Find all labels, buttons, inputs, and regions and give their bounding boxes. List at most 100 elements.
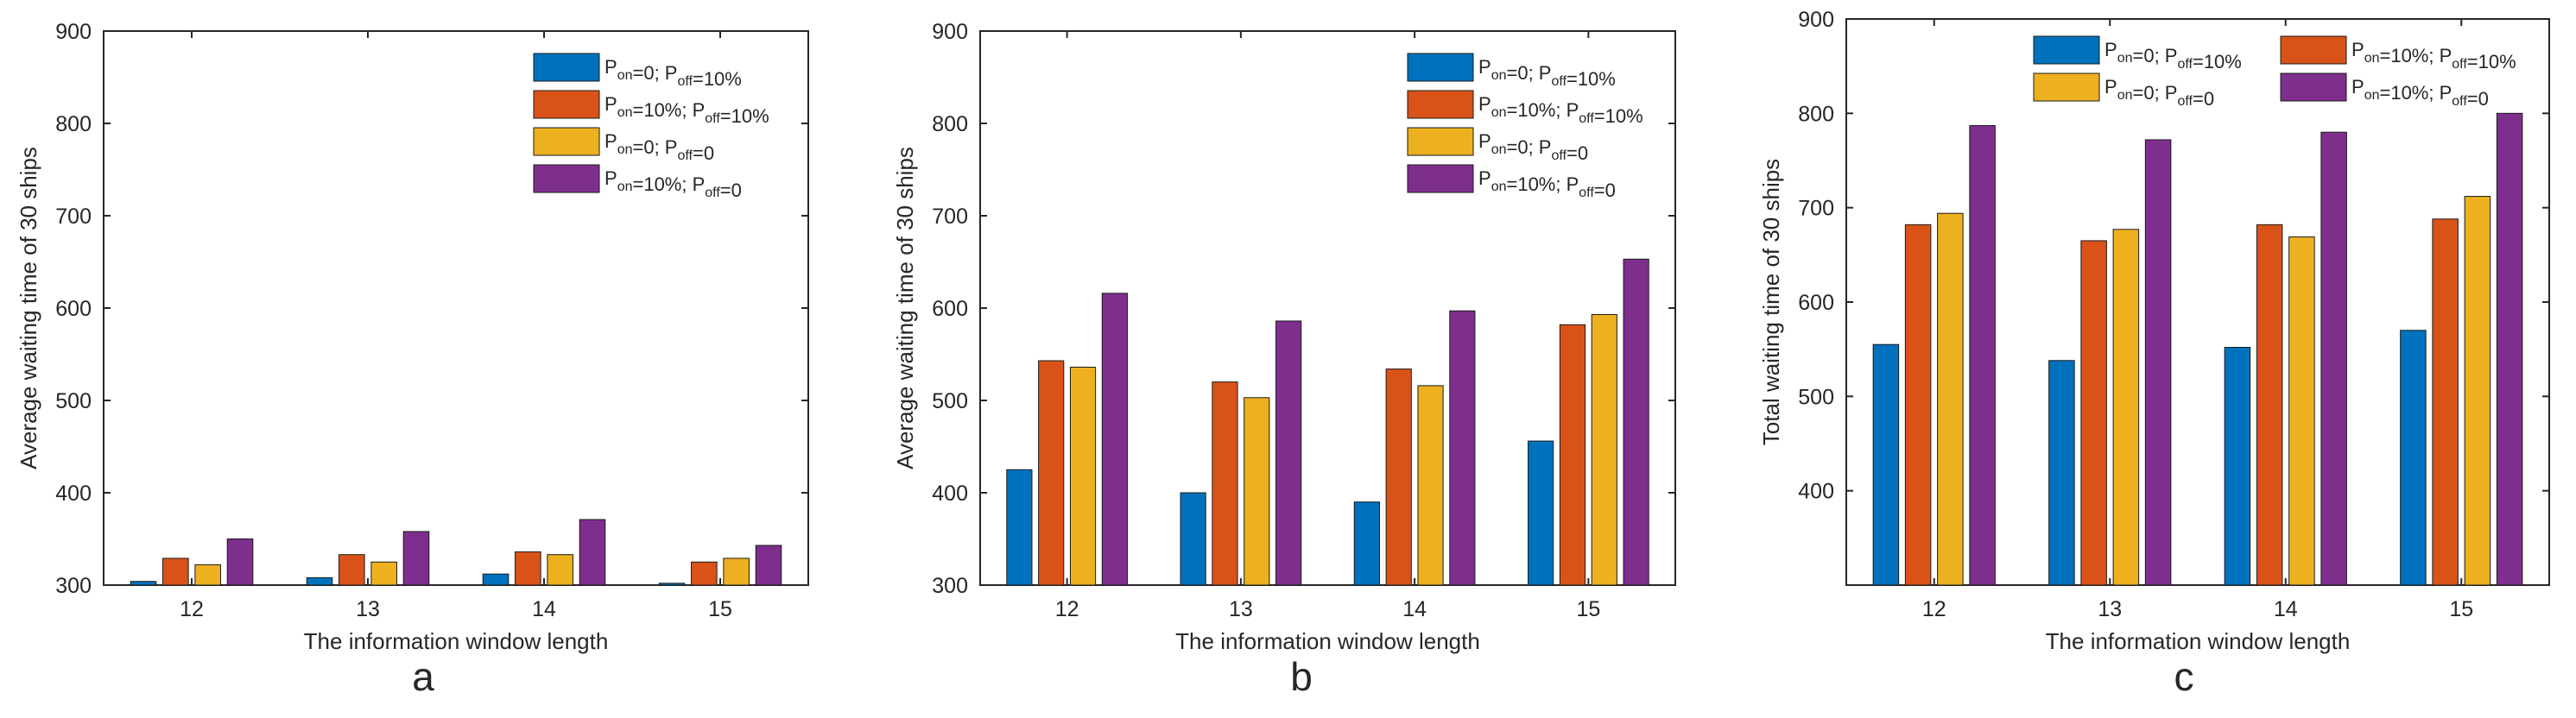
x-tick-label: 15 xyxy=(2449,597,2473,621)
bar-c-12-s1 xyxy=(1872,343,1900,586)
legend: Pon=0; Poff=10% Pon=10%; Poff=10% Pon=0; P… xyxy=(2033,35,2516,110)
legend-swatch xyxy=(533,53,600,82)
y-tick-label: 700 xyxy=(932,205,968,229)
chart-panel-b: 300 400 500 600 700 800 900 12 13 14 15 The informa… xyxy=(892,20,1676,699)
bar-b-12-s1 xyxy=(1006,469,1033,586)
bar-b-14-s3 xyxy=(1417,385,1444,586)
bar-c-12-s4 xyxy=(1969,125,1996,586)
y-tick-label: 600 xyxy=(55,297,92,321)
legend-entry: Pon=0; Poff=0 xyxy=(604,130,714,164)
bar-b-14-s4 xyxy=(1449,310,1476,586)
legend-entry: Pon=10%; Poff=0 xyxy=(604,167,742,201)
y-axis-label: Average waiting time of 30 ships xyxy=(16,147,41,469)
x-axis-label: The information window length xyxy=(2046,628,2351,654)
legend-swatch xyxy=(533,90,600,119)
bar-a-12-s1 xyxy=(130,581,157,586)
bar-a-15-s2 xyxy=(691,561,718,586)
bar-b-13-s2 xyxy=(1212,381,1238,586)
legend-entry: Pon=10%; Poff=10% xyxy=(1478,93,1643,127)
bar-b-15-s3 xyxy=(1591,313,1617,586)
bar-c-14-s4 xyxy=(2320,131,2347,586)
x-tick-label: 14 xyxy=(2274,597,2298,621)
legend-swatch xyxy=(1407,127,1474,156)
bar-c-14-s1 xyxy=(2224,346,2251,586)
bar-b-12-s2 xyxy=(1038,360,1065,586)
bar-c-14-s3 xyxy=(2288,236,2315,586)
x-tick-label: 12 xyxy=(180,597,204,621)
bar-b-12-s3 xyxy=(1069,366,1097,586)
y-tick-label: 900 xyxy=(55,20,92,44)
bar-c-15-s4 xyxy=(2496,112,2523,586)
bar-c-15-s3 xyxy=(2464,196,2491,586)
y-tick-label: 400 xyxy=(55,482,92,506)
bar-b-14-s2 xyxy=(1385,368,1412,586)
bar-a-14-s1 xyxy=(482,573,510,586)
bar-c-13-s2 xyxy=(2080,240,2107,586)
legend-entry: Pon=0; Poff=10% xyxy=(1478,56,1616,90)
y-tick-label: 300 xyxy=(932,574,968,598)
legend-entry: Pon=0; Poff=0 xyxy=(1478,130,1588,164)
bar-b-14-s1 xyxy=(1353,501,1380,586)
y-tick-label: 300 xyxy=(55,574,92,598)
bar-b-15-s1 xyxy=(1528,440,1554,586)
chart-panel-c: 400 500 600 700 800 900 12 13 14 15 The informatio… xyxy=(1758,8,2550,699)
x-axis-label: The information window length xyxy=(1175,628,1480,654)
bar-b-13-s1 xyxy=(1180,492,1206,586)
panel-label: a xyxy=(412,654,434,699)
legend: Pon=0; Poff=10%Pon=10%; Poff=10%Pon=0; P… xyxy=(533,53,769,201)
x-tick-label: 14 xyxy=(1402,597,1427,621)
y-tick-label: 600 xyxy=(1798,291,1834,315)
bar-b-13-s4 xyxy=(1275,320,1302,586)
legend-entry: Pon=0; Poff=0 xyxy=(2104,76,2214,110)
bar-c-12-s2 xyxy=(1904,224,1932,586)
bar-c-12-s3 xyxy=(1937,212,1964,586)
bar-c-13-s4 xyxy=(2144,139,2172,586)
bar-a-15-s3 xyxy=(723,557,750,586)
bar-a-12-s2 xyxy=(162,557,189,586)
panel-label: b xyxy=(1290,654,1313,699)
x-tick-label: 15 xyxy=(708,597,732,621)
x-tick-label: 13 xyxy=(2098,597,2122,621)
bar-a-12-s4 xyxy=(226,538,254,586)
bar-b-15-s2 xyxy=(1559,324,1586,586)
legend-entry: Pon=10%; Poff=0 xyxy=(2351,76,2489,110)
legend-entry: Pon=10%; Poff=10% xyxy=(2351,39,2516,72)
y-tick-label: 500 xyxy=(55,389,92,413)
y-tick-label: 600 xyxy=(932,297,968,321)
panel-label: c xyxy=(2174,654,2194,699)
legend-swatch xyxy=(1407,164,1474,193)
y-tick-label: 800 xyxy=(932,112,968,136)
bar-a-15-s4 xyxy=(755,545,782,586)
x-tick-label: 13 xyxy=(1229,597,1253,621)
bar-c-13-s3 xyxy=(2112,229,2140,586)
chart-panel-a: 300 400 500 600 700 800 900 12 13 14 15 The informa… xyxy=(16,20,809,699)
legend-swatch xyxy=(2280,72,2347,102)
x-axis-label: The information window length xyxy=(304,628,609,654)
x-tick-label: 14 xyxy=(532,597,556,621)
bar-a-14-s2 xyxy=(515,551,541,586)
y-tick-label: 700 xyxy=(1798,197,1834,221)
legend-swatch xyxy=(2280,35,2347,65)
x-tick-label: 13 xyxy=(356,597,380,621)
y-tick-label: 900 xyxy=(932,20,968,44)
y-axis-label: Total waiting time of 30 ships xyxy=(1758,159,1784,445)
bar-b-13-s3 xyxy=(1244,397,1270,586)
bar-a-14-s3 xyxy=(547,554,573,586)
bar-c-15-s2 xyxy=(2432,218,2459,586)
legend-entry: Pon=0; Poff=10% xyxy=(604,56,742,90)
y-tick-label: 800 xyxy=(55,112,92,136)
y-tick-label: 800 xyxy=(1798,102,1834,126)
legend-swatch xyxy=(533,164,600,193)
legend-swatch xyxy=(533,127,600,156)
y-tick-label: 400 xyxy=(1798,480,1834,504)
legend-swatch xyxy=(2033,35,2100,65)
legend-swatch xyxy=(1407,53,1474,82)
y-axis-label: Average waiting time of 30 ships xyxy=(892,147,918,469)
y-tick-label: 500 xyxy=(932,389,968,413)
legend-entry: Pon=10%; Poff=0 xyxy=(1478,167,1616,201)
bar-a-12-s3 xyxy=(194,564,221,586)
bar-a-13-s4 xyxy=(402,531,430,586)
legend-entry: Pon=10%; Poff=10% xyxy=(604,93,769,127)
legend-entry: Pon=0; Poff=10% xyxy=(2104,39,2242,72)
